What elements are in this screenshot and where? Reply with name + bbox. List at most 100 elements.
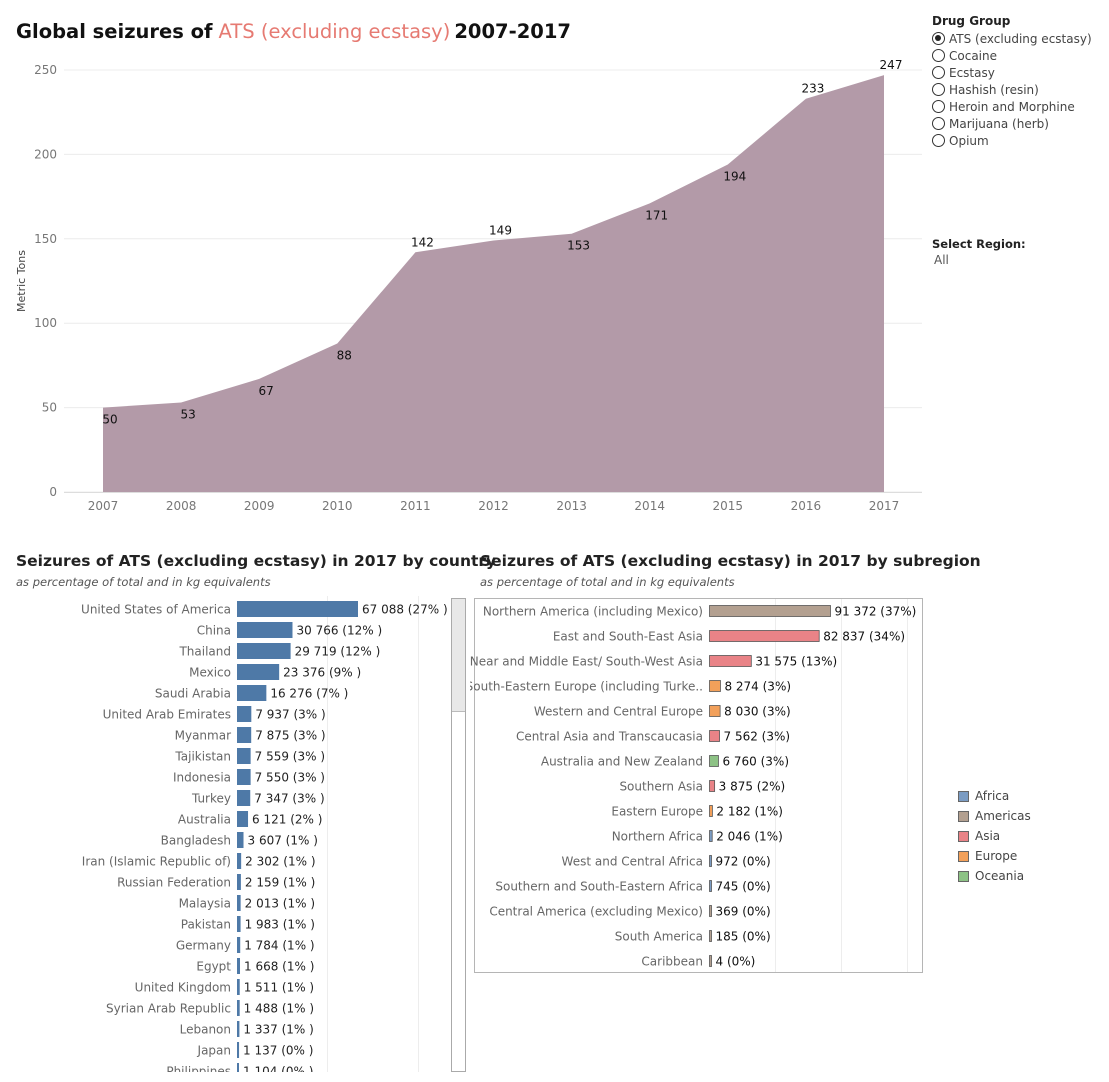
subregion-value-label: 8 274 (3%) [724, 680, 791, 694]
region-filter-label: Select Region: [932, 237, 1026, 251]
country-label: Bangladesh [161, 834, 231, 848]
country-bar [237, 790, 251, 806]
country-bar [237, 664, 280, 680]
country-label: Egypt [196, 960, 231, 974]
data-label: 153 [567, 239, 590, 253]
country-bar [237, 727, 252, 743]
radio-button-icon[interactable] [932, 134, 945, 147]
subregion-bar [709, 830, 713, 842]
region-filter-value[interactable]: All [934, 253, 949, 267]
drug-option-label: Heroin and Morphine [949, 99, 1075, 114]
country-label: Tajikistan [174, 750, 231, 764]
country-scrollbar[interactable] [451, 598, 466, 1072]
legend-item[interactable]: Africa [958, 788, 1009, 804]
radio-button-icon[interactable] [932, 32, 945, 45]
country-label: Pakistan [181, 918, 231, 932]
x-tick-label: 2007 [88, 499, 119, 513]
country-label: Mexico [189, 666, 231, 680]
legend-item[interactable]: Oceania [958, 868, 1024, 884]
subregion-bar [709, 680, 721, 692]
subregion-value-label: 2 046 (1%) [716, 830, 783, 844]
subregion-value-label: 91 372 (37%) [835, 605, 917, 619]
country-scrollbar-thumb[interactable] [452, 599, 465, 712]
country-label: Japan [197, 1044, 231, 1058]
drug-option[interactable]: ATS (excluding ecstasy) [932, 30, 1092, 47]
subregion-value-label: 2 182 (1%) [716, 805, 783, 819]
trend-area-chart: 0 50 100 150 200 250 Metric Tons 2007 2008 2009 20… [15, 58, 922, 513]
subregion-bar [709, 930, 712, 942]
country-bar [237, 622, 293, 638]
country-chart-subtitle: as percentage of total and in kg equival… [16, 575, 271, 589]
drug-option[interactable]: Ecstasy [932, 64, 995, 81]
subregion-bar [709, 655, 752, 667]
country-value-label: 1 983 (1% ) [245, 918, 315, 932]
drug-option[interactable]: Heroin and Morphine [932, 98, 1075, 115]
subregion-value-label: 972 (0%) [716, 855, 771, 869]
subregion-frame [474, 598, 923, 973]
drug-option[interactable]: Hashish (resin) [932, 81, 1039, 98]
drug-option-label: Opium [949, 133, 989, 148]
country-bar [237, 979, 240, 995]
legend-label: Oceania [975, 869, 1025, 883]
data-label: 149 [489, 223, 512, 237]
country-value-label: 1 104 (0% ) [243, 1065, 313, 1073]
subregion-value-label: 369 (0%) [716, 905, 771, 919]
legend-swatch [958, 850, 969, 862]
country-value-label: 1 511 (1% ) [244, 981, 314, 995]
y-tick-label: 150 [34, 232, 57, 246]
country-value-label: 1 137 (0% ) [243, 1044, 313, 1058]
country-bar [237, 811, 249, 827]
drug-option[interactable]: Opium [932, 132, 989, 149]
radio-button-icon[interactable] [932, 100, 945, 113]
country-bar [237, 1000, 240, 1016]
drug-option[interactable]: Cocaine [932, 47, 997, 64]
drug-option[interactable]: Marijuana (herb) [932, 115, 1049, 132]
country-value-label: 1 784 (1% ) [244, 939, 314, 953]
country-value-label: 7 347 (3% ) [254, 792, 324, 806]
subregion-value-label: 82 837 (34%) [823, 630, 905, 644]
country-value-label: 29 719 (12% ) [295, 645, 381, 659]
radio-button-icon[interactable] [932, 117, 945, 130]
subregion-label: Eastern Europe [611, 805, 703, 819]
country-label: Saudi Arabia [155, 687, 231, 701]
subregion-bar [709, 955, 712, 967]
legend-item[interactable]: Americas [958, 808, 1031, 824]
subregion-value-label: 745 (0%) [716, 880, 771, 894]
radio-button-icon[interactable] [932, 49, 945, 62]
legend-swatch [958, 790, 969, 802]
country-label: Indonesia [173, 771, 231, 785]
seizure-area [103, 75, 884, 492]
country-label: Syrian Arab Republic [106, 1002, 231, 1016]
subregion-value-label: 3 875 (2%) [719, 780, 786, 794]
country-bar [237, 601, 358, 617]
country-bar [237, 895, 241, 911]
subregion-label: Western and Central Europe [534, 705, 703, 719]
title-drug-highlight: ATS (excluding ecstasy) [218, 20, 451, 43]
subregion-bar [709, 780, 716, 792]
subregion-bar [709, 730, 720, 742]
subregion-value-label: 7 562 (3%) [724, 730, 791, 744]
data-label: 53 [180, 408, 195, 422]
x-tick-label: 2013 [556, 499, 587, 513]
legend-item[interactable]: Asia [958, 828, 1000, 844]
legend-item[interactable]: Europe [958, 848, 1017, 864]
legend-label: Africa [975, 789, 1010, 803]
legend-swatch [958, 810, 969, 822]
country-bar [237, 1042, 240, 1058]
country-bar-chart: United States of America 67 088 (27% ) Chi… [81, 596, 448, 1073]
x-tick-label: 2016 [791, 499, 822, 513]
radio-button-icon[interactable] [932, 66, 945, 79]
y-tick-label: 50 [42, 401, 57, 415]
country-bar [237, 706, 252, 722]
drug-option-label: ATS (excluding ecstasy) [949, 31, 1092, 46]
legend-label: Asia [975, 829, 1001, 843]
page-title: Global seizures of ATS (excluding ecstasy… [16, 20, 571, 43]
subregion-value-label: 185 (0%) [716, 930, 771, 944]
subregion-bar-chart: Northern America (including Mexico) 91 37… [470, 598, 923, 973]
subregion-label: South America [615, 930, 703, 944]
country-chart-title: Seizures of ATS (excluding ecstasy) in 2… [16, 552, 497, 570]
y-tick-label: 200 [34, 147, 57, 161]
country-value-label: 1 488 (1% ) [244, 1002, 314, 1016]
radio-button-icon[interactable] [932, 83, 945, 96]
y-tick-label: 250 [34, 63, 57, 77]
